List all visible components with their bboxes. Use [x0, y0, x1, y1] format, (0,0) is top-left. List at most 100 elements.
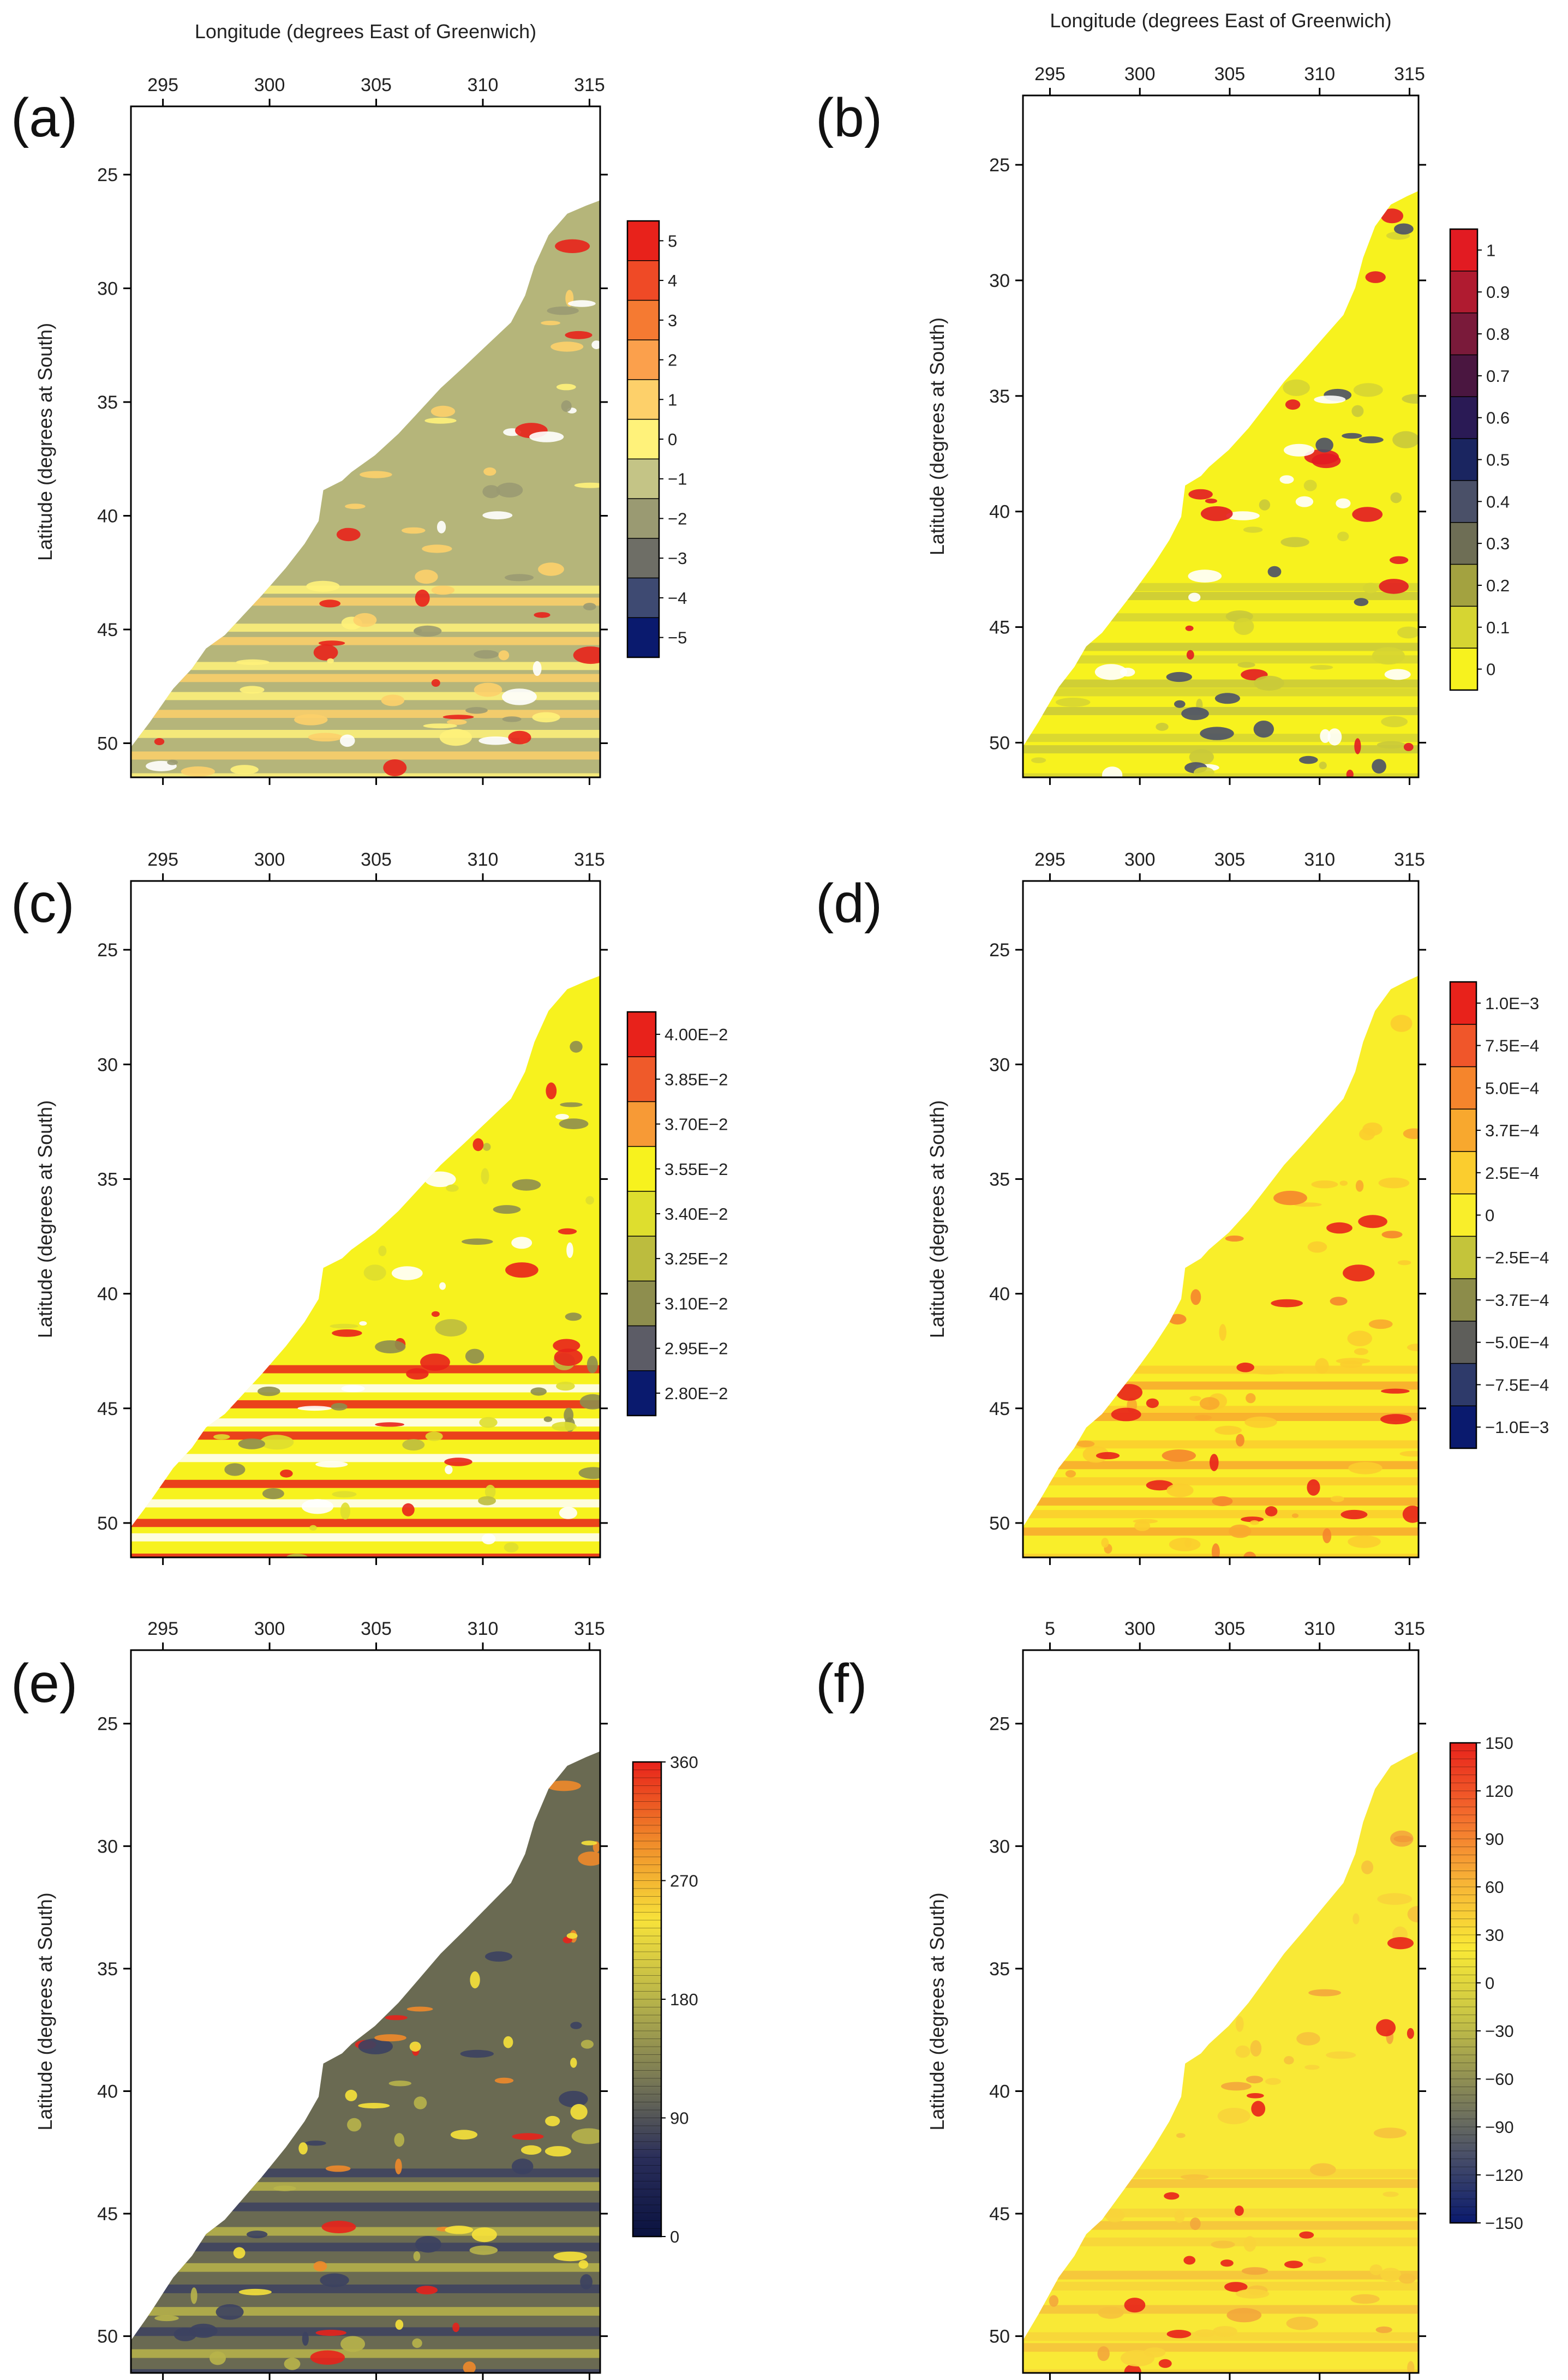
panel-letter: (e) — [11, 1653, 77, 1714]
patch — [1244, 1416, 1277, 1428]
patch — [462, 1238, 493, 1245]
patch — [1299, 2231, 1314, 2239]
patch — [409, 2041, 421, 2052]
y-tick-label: 25 — [97, 165, 118, 185]
band — [131, 637, 600, 645]
y-tick-label: 40 — [97, 506, 118, 527]
y-tick-label: 45 — [97, 1399, 118, 1419]
patch — [1380, 208, 1404, 224]
patch — [1336, 1358, 1370, 1364]
panel-a: (a)295 300 305 310 315253035404550Longitude … — [11, 20, 687, 785]
patch — [1296, 2032, 1320, 2046]
colorbar-label: 0 — [1486, 660, 1495, 679]
patch — [538, 562, 564, 576]
patch — [566, 1933, 578, 1939]
patch — [1146, 1480, 1174, 1491]
patch — [1362, 583, 1379, 593]
band — [1023, 1440, 1419, 1449]
patch — [190, 2287, 198, 2304]
patch — [450, 2130, 478, 2140]
band — [131, 2369, 600, 2373]
patch — [238, 2288, 272, 2295]
patch — [460, 2049, 494, 2058]
band — [131, 751, 600, 760]
patch — [1065, 1470, 1076, 1478]
patch — [378, 1245, 387, 1256]
patch — [224, 1463, 246, 1476]
patch — [422, 544, 452, 553]
patch — [412, 2338, 422, 2348]
patch — [1273, 1190, 1307, 1206]
colorbar-label: 360 — [670, 1753, 698, 1772]
x-tick-label: 300 — [1124, 1618, 1156, 1639]
patch — [262, 1488, 284, 1500]
panel-frame — [130, 105, 601, 778]
colorbar-swatch — [1450, 1279, 1476, 1322]
patch — [579, 1394, 600, 1410]
colorbar: 5 4 3 2 1 0 −1 −2 −3 −4 −5 — [626, 220, 687, 658]
colorbar-swatch — [1450, 229, 1477, 272]
colorbar-label: 3.7E−4 — [1485, 1121, 1539, 1140]
colorbar-label: 3.10E−2 — [665, 1294, 728, 1313]
band — [1023, 1413, 1419, 1421]
x-tick-label: 5 — [1045, 1618, 1055, 1639]
x-tick-label: 315 — [574, 849, 605, 870]
patch — [1378, 1177, 1410, 1189]
patch — [258, 1386, 280, 1396]
patch — [1168, 1314, 1187, 1325]
patch — [1236, 1434, 1244, 1447]
band — [131, 2307, 600, 2316]
patch — [1271, 1299, 1303, 1308]
patch — [485, 1951, 512, 1962]
patch — [1397, 626, 1419, 639]
patch — [470, 1971, 480, 1989]
patch — [430, 405, 456, 417]
patch — [570, 2058, 577, 2068]
patch — [494, 2077, 514, 2084]
colorbar-label: −3 — [668, 549, 687, 568]
patch — [1243, 526, 1263, 533]
patch — [1369, 2264, 1383, 2275]
patch — [402, 1439, 425, 1451]
y-tick-label: 35 — [97, 1169, 118, 1190]
patch — [472, 1138, 484, 1152]
colorbar-swatch — [627, 538, 659, 578]
patch — [313, 2261, 327, 2271]
x-tick-label: 305 — [361, 1618, 392, 1639]
colorbar-label: −4 — [668, 589, 687, 608]
patch — [1280, 537, 1309, 548]
patch — [381, 694, 405, 706]
patch — [1358, 436, 1384, 443]
band — [131, 585, 600, 594]
patch — [1403, 742, 1414, 751]
patch — [1355, 1180, 1364, 1192]
patch — [280, 1470, 293, 1478]
patch — [1174, 700, 1186, 708]
patch — [541, 321, 560, 326]
colorbar-swatch — [1450, 1066, 1476, 1110]
patch — [181, 766, 216, 777]
patch — [414, 2096, 427, 2109]
band — [131, 2263, 600, 2272]
band — [131, 624, 600, 632]
patch — [559, 1507, 577, 1519]
panel-frame — [1022, 880, 1420, 1558]
patch — [1286, 2316, 1319, 2330]
patch — [313, 644, 338, 661]
y-tick-label: 35 — [989, 1959, 1010, 1980]
patch — [568, 300, 596, 307]
band — [131, 1533, 600, 1542]
patch — [1188, 569, 1222, 583]
patch — [585, 1196, 594, 1205]
band — [131, 773, 600, 778]
patch — [431, 1311, 440, 1317]
y-tick-label: 30 — [97, 1836, 118, 1857]
y-axis-title: Latitude (degrees at South) — [926, 1892, 948, 2130]
patch — [1307, 1241, 1327, 1253]
patch — [402, 1503, 415, 1516]
colorbar-swatch — [627, 578, 659, 618]
patch — [1174, 2210, 1185, 2223]
patch — [580, 2040, 594, 2049]
patch — [1049, 2295, 1059, 2307]
patch — [1211, 2240, 1235, 2249]
